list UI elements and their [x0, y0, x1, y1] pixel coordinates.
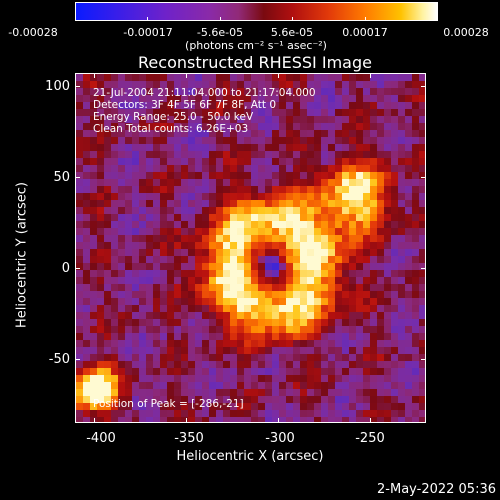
y-tick	[421, 177, 426, 178]
colorbar-tick-label: -0.00017	[123, 26, 173, 39]
x-tick-label: -250	[355, 431, 385, 446]
y-tick	[421, 359, 426, 360]
time-range-text: 21-Jul-2004 21:11:04.000 to 21:17:04.000	[93, 87, 316, 99]
x-tick	[370, 418, 371, 423]
colorbar-tick	[147, 17, 148, 21]
x-tick	[278, 418, 279, 423]
x-tick-label: -300	[265, 431, 295, 446]
y-tick	[421, 86, 426, 87]
y-tick-label: 0	[61, 261, 70, 276]
detectors-text: Detectors: 3F 4F 5F 6F 7F 8F, Att 0	[93, 99, 277, 111]
x-tick-label: -350	[174, 431, 204, 446]
colorbar-tick	[75, 17, 76, 21]
rhessi-image-map	[75, 73, 426, 423]
x-axis-label: Heliocentric X (arcsec)	[176, 449, 324, 464]
colorbar-tick-label: -5.6e-05	[196, 26, 244, 39]
y-tick-label: -50	[48, 352, 70, 367]
colorbar-tick	[220, 17, 221, 21]
footer-date: 2-May-2022 05:36	[377, 482, 496, 497]
colorbar-tick-label: 0.00017	[342, 26, 388, 39]
energy-range-text: Energy Range: 25.0 - 50.0 keV	[93, 111, 254, 123]
colorbar	[75, 2, 438, 21]
colorbar-tick-label: -0.00028	[8, 26, 58, 39]
plot-title: Reconstructed RHESSI Image	[138, 53, 372, 72]
x-tick	[186, 418, 187, 423]
x-tick	[186, 73, 187, 78]
clean-counts-text: Clean Total counts: 6.26E+03	[93, 123, 249, 135]
x-tick	[370, 73, 371, 78]
y-axis-label: Heliocentric Y (arcsec)	[14, 182, 30, 328]
y-tick	[75, 359, 80, 360]
colorbar-tick-label: 5.6e-05	[270, 26, 314, 39]
y-tick	[75, 86, 80, 87]
colorbar-tick-label: 0.00028	[443, 26, 489, 39]
x-tick	[278, 73, 279, 78]
y-tick	[421, 268, 426, 269]
y-tick-label: 100	[45, 79, 70, 94]
heatmap-canvas	[76, 74, 425, 422]
colorbar-tick	[365, 17, 366, 21]
x-tick	[94, 73, 95, 78]
colorbar-units-label: (photons cm⁻² s⁻¹ asec⁻²)	[185, 39, 327, 52]
x-tick	[94, 418, 95, 423]
colorbar-tick	[292, 17, 293, 21]
y-tick-label: 50	[53, 170, 70, 185]
x-tick-label: -400	[86, 431, 116, 446]
y-tick	[75, 177, 80, 178]
y-tick	[75, 268, 80, 269]
peak-position-text: Position of Peak = [-286,-21]	[93, 398, 244, 410]
colorbar-tick	[437, 17, 438, 21]
